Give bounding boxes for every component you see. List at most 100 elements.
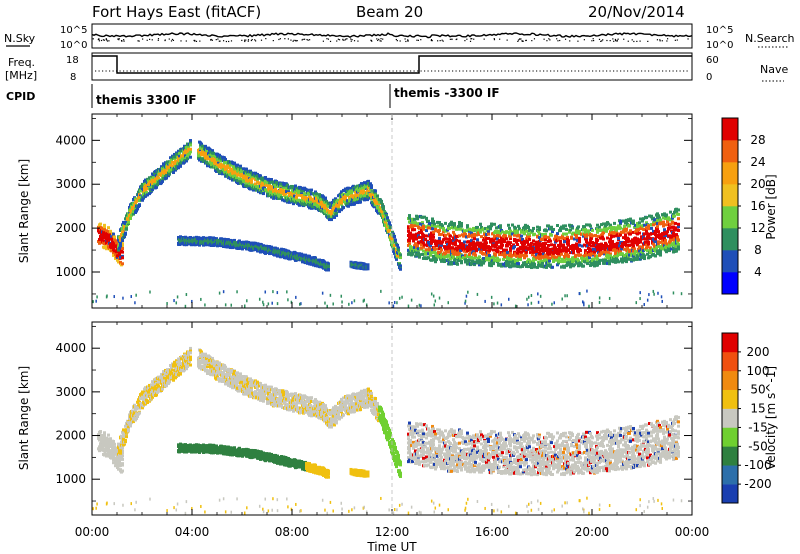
power-cell [448,243,451,247]
power-cell [209,160,212,164]
cpid-panel: CPID themis 3300 IF themis -3300 IF [6,84,500,108]
power-cell [332,207,335,211]
power-cell [222,163,225,167]
power-cell [606,236,609,240]
power-cell [98,239,101,243]
power-cell [297,198,300,202]
power-cell [180,154,183,158]
power-cell [136,207,139,211]
power-cell [548,256,551,260]
power-cell [214,154,217,158]
power-cell [382,205,385,209]
power-cell [114,256,117,260]
power-cell [288,191,291,195]
power-cell [325,213,328,217]
power-cell [260,184,263,188]
power-cell [279,193,282,197]
power-cell [300,194,303,198]
power-cell [264,176,267,180]
power-cell [237,181,240,185]
power-cell [154,182,157,186]
power-cell [331,201,334,205]
power-cell [160,165,163,169]
power-cell [166,165,169,169]
nsky-tick-top: 10^5 [60,25,87,36]
power-cell [165,162,168,166]
power-cell [510,264,513,268]
power-cell [208,162,211,166]
power-cell [273,194,276,198]
power-cell [559,239,562,243]
power-cell [127,218,130,222]
power-cell [293,194,296,198]
power-cell [298,193,301,197]
power-cell [359,200,362,204]
power-cell [119,244,122,248]
power-cell [592,257,595,261]
power-cell [317,196,320,200]
power-cell [333,215,336,219]
power-cell [163,168,166,172]
power-cell [508,260,511,264]
power-cell [562,243,565,247]
power-cell [223,161,226,165]
power-cell [119,238,122,242]
power-cell [523,242,526,246]
power-cell [213,157,216,161]
power-cell [299,186,302,190]
power-cell [335,211,338,215]
power-cell [225,167,228,171]
power-cell [179,164,182,168]
power-cell [575,235,578,239]
power-cell [216,167,219,171]
power-cell [499,224,502,228]
power-cell [374,189,377,193]
power-cell [328,218,331,222]
power-cell [413,228,416,232]
power-cell [166,167,169,171]
power-cell [438,236,441,240]
power-cell [370,184,373,188]
power-cell [112,253,115,257]
power-cell [418,253,421,257]
power-cell [528,247,531,251]
power-cell [422,225,425,229]
power-cell [121,242,124,246]
power-cell [176,153,179,157]
power-cell [209,148,212,152]
power-cell [270,178,273,182]
power-cell [133,203,136,207]
power-cell [101,227,104,231]
power-cell [310,188,313,192]
power-cell [242,167,245,171]
power-cell [189,139,192,143]
power-cell [225,161,228,165]
power-cell [188,152,191,156]
power-cell [456,227,459,231]
power-cell [319,194,322,198]
power-cell [432,235,435,239]
power-cell [516,243,519,247]
power-cell [110,234,113,238]
power-cell [161,169,164,173]
power-cell [292,202,295,206]
power-cell [179,158,182,162]
power-cell [142,193,145,197]
power-cell [273,183,276,187]
power-cell [178,151,181,155]
nave-label: Nave [760,63,788,76]
power-cell [266,180,269,184]
power-cell [264,179,267,183]
power-cell [589,224,592,228]
power-cell [114,245,117,249]
power-cell [488,254,491,258]
power-cell [327,264,330,268]
power-cell [397,248,400,252]
power-cell [585,223,588,227]
power-cell [455,238,458,242]
power-cell [236,163,239,167]
cpid-segment-2: themis -3300 IF [394,86,500,100]
power-cell [448,226,451,230]
